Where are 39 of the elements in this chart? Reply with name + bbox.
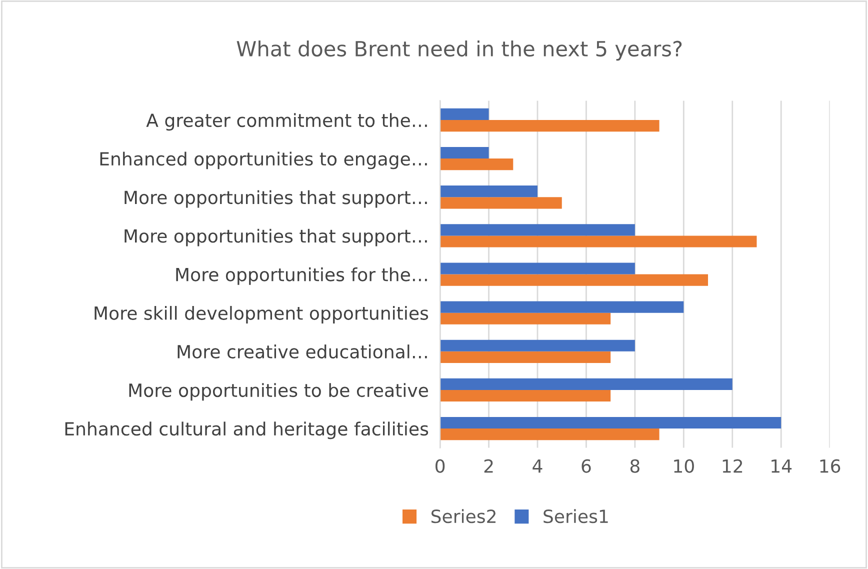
bar xyxy=(440,340,635,352)
y-tick-label: More skill development opportunities xyxy=(94,306,428,324)
bar xyxy=(440,158,514,170)
x-tick-label: 12 xyxy=(722,459,742,473)
bar xyxy=(440,390,611,402)
y-tick-label: A greater commitment to the… xyxy=(146,113,427,131)
y-tick-label: More opportunities to be creative xyxy=(129,383,428,401)
bar xyxy=(440,378,732,390)
y-tick-label: More opportunities for the… xyxy=(176,267,427,285)
bar xyxy=(440,312,611,324)
x-tick-label: 4 xyxy=(532,459,542,473)
bar xyxy=(440,428,660,440)
chart-title: What does Brent need in the next 5 years? xyxy=(236,40,682,61)
y-tick-label: More opportunities that support… xyxy=(124,190,427,208)
bar xyxy=(440,416,782,429)
x-tick-label: 6 xyxy=(582,459,591,473)
bar xyxy=(440,108,489,120)
x-tick-label: 10 xyxy=(674,459,694,473)
bar xyxy=(440,351,611,363)
bar xyxy=(440,274,708,286)
bar xyxy=(440,197,562,209)
bar xyxy=(440,301,684,313)
legend-label: Series2 xyxy=(431,509,496,524)
y-tick-label: More creative educational… xyxy=(178,344,427,359)
bar xyxy=(440,236,757,248)
bar xyxy=(440,262,635,274)
legend-label: Series1 xyxy=(544,509,608,524)
bar xyxy=(440,120,660,132)
bar xyxy=(440,146,489,159)
x-tick-label: 16 xyxy=(820,459,840,473)
x-tick-label: 2 xyxy=(484,459,493,473)
x-tick-label: 8 xyxy=(630,459,640,473)
x-tick-label: 14 xyxy=(772,459,792,473)
bar xyxy=(440,186,538,198)
bar xyxy=(440,224,635,236)
y-tick-label: More opportunities that support… xyxy=(124,228,427,246)
y-tick-label: Enhanced cultural and heritage facilities xyxy=(65,422,428,440)
x-tick-label: 0 xyxy=(436,459,445,473)
y-tick-label: Enhanced opportunities to engage… xyxy=(100,152,427,170)
